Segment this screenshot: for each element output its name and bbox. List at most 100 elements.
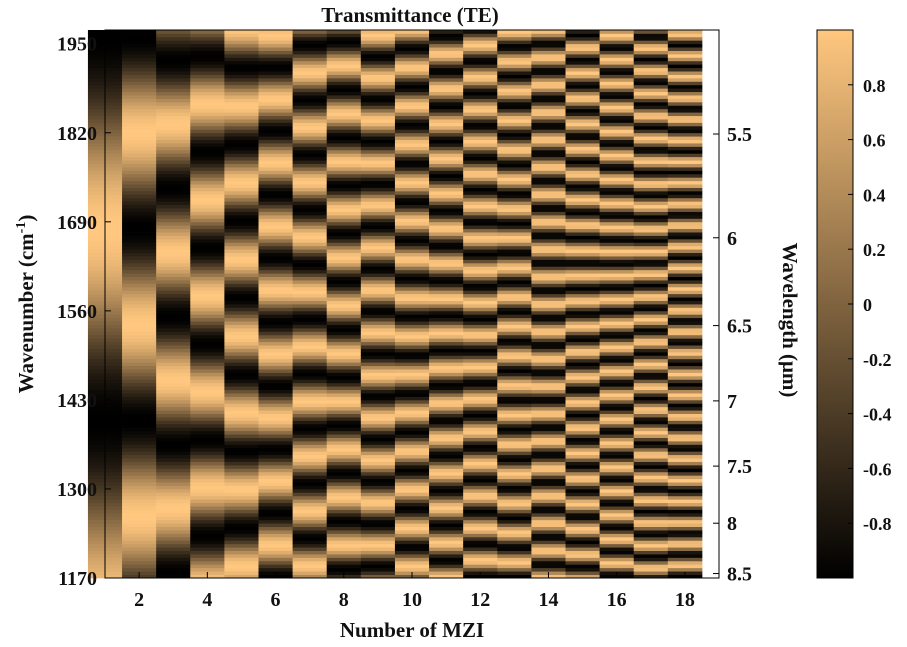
heatmap-cell xyxy=(531,304,566,308)
heatmap-cell xyxy=(394,321,430,325)
heatmap-cell xyxy=(667,495,703,500)
heatmap-cell xyxy=(258,129,294,134)
heatmap-cell xyxy=(394,362,430,367)
heatmap-cell xyxy=(190,228,225,233)
heatmap-cell xyxy=(122,249,157,254)
heatmap-cell xyxy=(122,399,157,404)
heatmap-cell xyxy=(429,266,464,271)
heatmap-cell xyxy=(224,88,259,93)
heatmap-cell xyxy=(360,36,396,41)
heatmap-cell xyxy=(292,108,328,113)
heatmap-cell xyxy=(633,464,669,469)
heatmap-cell xyxy=(258,560,294,565)
heatmap-cell xyxy=(394,293,430,298)
heatmap-cell xyxy=(224,365,259,370)
heatmap-cell xyxy=(292,115,328,120)
heatmap-cell xyxy=(667,430,703,435)
heatmap-cell xyxy=(497,557,532,562)
heatmap-cell xyxy=(599,406,635,411)
heatmap-cell xyxy=(531,434,566,438)
heatmap-cell xyxy=(360,95,396,99)
heatmap-cell xyxy=(360,283,396,288)
heatmap-cell xyxy=(633,488,669,493)
heatmap-cell xyxy=(599,560,635,565)
heatmap-cell xyxy=(429,331,464,336)
heatmap-cell xyxy=(599,40,635,45)
heatmap-cell xyxy=(156,413,191,418)
heatmap-cell xyxy=(156,396,191,401)
heatmap-cell xyxy=(190,180,225,185)
heatmap-cell xyxy=(224,245,259,250)
heatmap-cell xyxy=(394,492,430,497)
heatmap-cell xyxy=(394,249,430,254)
heatmap-cell xyxy=(463,427,498,432)
heatmap-cell xyxy=(292,461,328,466)
heatmap-cell xyxy=(190,47,225,51)
heatmap-cell xyxy=(326,201,362,206)
heatmap-cell xyxy=(565,399,601,404)
heatmap-cell xyxy=(292,187,328,192)
heatmap-cell xyxy=(224,187,259,192)
heatmap-cell xyxy=(667,177,703,182)
heatmap-cell xyxy=(394,434,430,438)
heatmap-cell xyxy=(156,40,191,45)
heatmap-cell xyxy=(224,310,259,315)
heatmap-cell xyxy=(224,393,259,397)
heatmap-cell xyxy=(429,471,464,476)
heatmap-cell xyxy=(497,430,532,435)
heatmap-cell xyxy=(156,136,191,140)
heatmap-cell xyxy=(360,149,396,154)
heatmap-cell xyxy=(258,50,294,55)
heatmap-cell xyxy=(565,115,601,120)
heatmap-cell xyxy=(667,273,703,277)
heatmap-cell xyxy=(122,132,157,137)
heatmap-cell xyxy=(463,208,498,212)
heatmap-cell xyxy=(224,417,259,421)
heatmap-cell xyxy=(360,574,396,579)
heatmap-cell xyxy=(190,30,225,34)
heatmap-cell xyxy=(463,286,498,291)
heatmap-cell xyxy=(258,74,294,79)
heatmap-cell xyxy=(224,571,259,575)
heatmap-cell xyxy=(667,516,703,521)
heatmap-cell xyxy=(122,238,157,243)
heatmap-cell xyxy=(156,358,191,363)
heatmap-cell xyxy=(497,91,532,96)
heatmap-cell xyxy=(122,211,157,216)
heatmap-cell xyxy=(599,304,635,308)
heatmap-cell xyxy=(258,214,294,219)
heatmap-cell xyxy=(633,331,669,336)
heatmap-cell xyxy=(156,170,191,175)
heatmap-cell xyxy=(360,163,396,168)
heatmap-cell xyxy=(258,434,294,438)
heatmap-cell xyxy=(599,36,635,41)
heatmap-cell xyxy=(599,33,635,38)
heatmap-cell xyxy=(429,464,464,469)
heatmap-cell xyxy=(394,324,430,329)
heatmap-cell xyxy=(156,177,191,182)
heatmap-cell xyxy=(599,139,635,144)
heatmap-cell xyxy=(156,249,191,254)
heatmap-cell xyxy=(122,77,157,82)
heatmap-cell xyxy=(429,249,464,254)
heatmap-cell xyxy=(633,156,669,161)
heatmap-cell xyxy=(292,307,328,312)
heatmap-cell xyxy=(565,60,601,65)
heatmap-cell xyxy=(394,341,430,346)
heatmap-cell xyxy=(122,276,157,281)
heatmap-cell xyxy=(463,492,498,497)
heatmap-cell xyxy=(599,530,635,534)
heatmap-cell xyxy=(156,310,191,315)
heatmap-cell xyxy=(429,348,464,353)
heatmap-cell xyxy=(292,139,328,144)
heatmap-cell xyxy=(429,427,464,432)
heatmap-cell xyxy=(156,122,191,127)
heatmap-cell xyxy=(565,211,601,216)
heatmap-cell xyxy=(633,293,669,298)
heatmap-cell xyxy=(633,485,669,490)
heatmap-cell xyxy=(463,547,498,551)
heatmap-cell xyxy=(497,50,532,55)
heatmap-cell xyxy=(394,327,430,332)
heatmap-cell xyxy=(463,317,498,322)
heatmap-cell xyxy=(122,173,157,178)
